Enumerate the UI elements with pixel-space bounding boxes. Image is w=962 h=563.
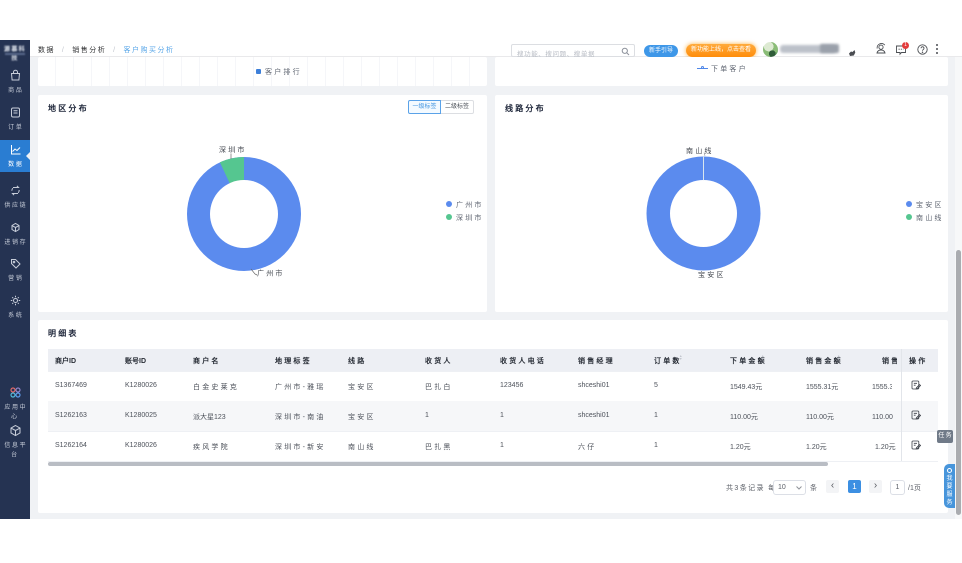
- svg-text:广州市: 广州市: [257, 269, 285, 278]
- svg-text:南山线: 南山线: [686, 146, 714, 155]
- svg-text:深圳市: 深圳市: [219, 145, 247, 154]
- svg-text:宝安区: 宝安区: [698, 270, 726, 279]
